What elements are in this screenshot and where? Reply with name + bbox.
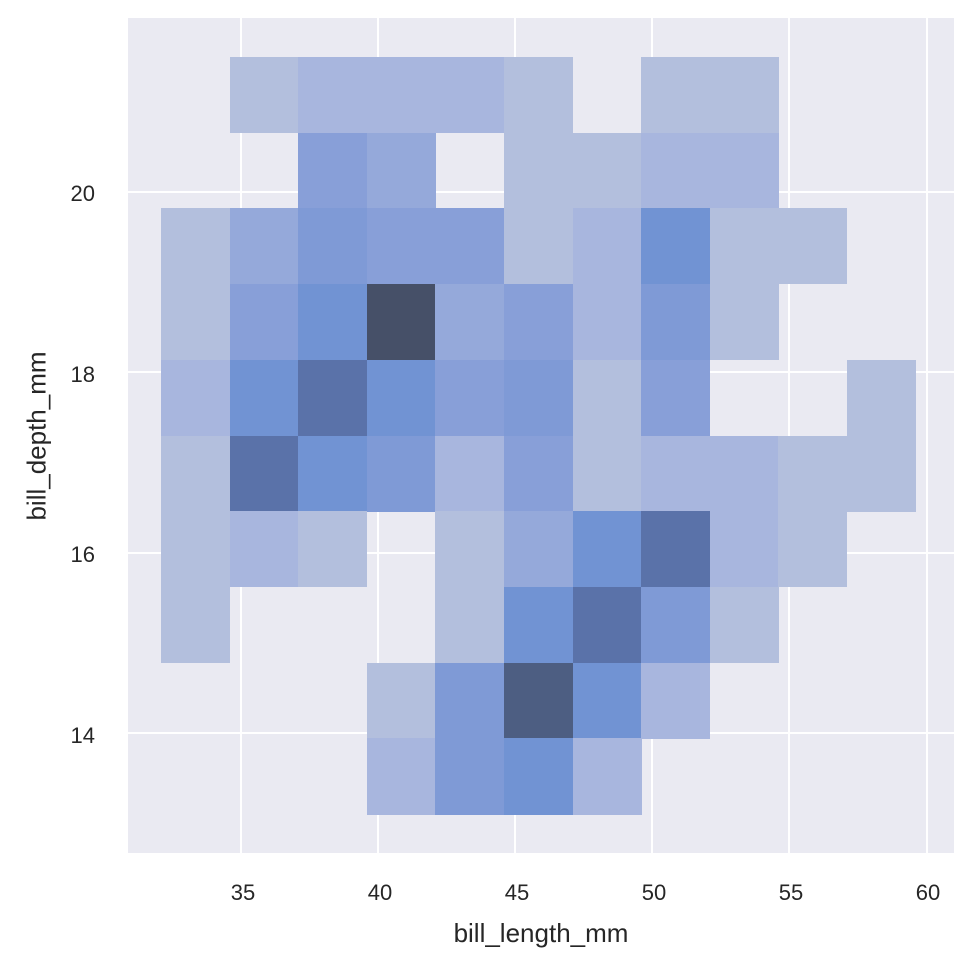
histogram-bin: [709, 56, 779, 133]
histogram-bin: [709, 208, 779, 285]
histogram-bin: [366, 435, 436, 512]
histogram-bin: [229, 56, 299, 133]
histogram-bin: [778, 511, 848, 588]
histogram-bin: [572, 511, 642, 588]
histogram-bin: [298, 208, 368, 285]
histogram-bin: [641, 511, 711, 588]
histogram-bin: [366, 738, 436, 815]
histogram-bin: [298, 284, 368, 361]
histogram-bin: [366, 132, 436, 209]
histogram-bin: [503, 56, 574, 133]
histogram-bin: [709, 132, 779, 209]
histogram-bin: [366, 662, 436, 739]
histogram-bin: [160, 208, 231, 285]
histogram-bin: [160, 359, 231, 436]
x-tick-label: 50: [641, 880, 667, 905]
histogram-bin: [572, 738, 642, 815]
histogram-bin: [503, 435, 574, 512]
histogram-bin: [709, 435, 779, 512]
histogram-bin: [503, 511, 574, 588]
histogram-bin: [435, 586, 505, 664]
histogram-bin: [160, 435, 231, 512]
x-tick-label: 40: [367, 880, 393, 905]
histogram-bin: [641, 662, 711, 739]
histogram-bin: [435, 284, 505, 361]
histogram-bin: [229, 511, 299, 588]
histogram-bin: [572, 435, 642, 512]
x-axis-label: bill_length_mm: [453, 918, 629, 948]
histogram-bin: [229, 284, 299, 361]
histogram-bin: [572, 359, 642, 436]
histogram-bin: [503, 738, 574, 815]
histogram-bin: [641, 208, 711, 285]
histogram-bin: [298, 56, 368, 133]
histogram-bin: [503, 662, 574, 739]
histogram-bin: [435, 56, 505, 133]
x-tick-label: 60: [915, 880, 941, 905]
histogram-bin: [503, 208, 574, 285]
plot-area: [128, 18, 954, 853]
histogram-bin: [503, 132, 574, 209]
histogram-bin: [298, 359, 368, 436]
histogram-bin: [846, 359, 917, 436]
histogram-bin: [572, 284, 642, 361]
histogram-bin: [229, 359, 299, 436]
histogram-bin: [229, 435, 299, 512]
histogram-bin: [641, 435, 711, 512]
histogram-bin: [572, 586, 642, 664]
histogram-bin: [641, 56, 711, 133]
y-tick-label: 16: [70, 542, 95, 567]
histogram-bin: [298, 132, 368, 209]
histogram-bin: [503, 284, 574, 361]
histogram-bin: [572, 662, 642, 739]
histogram-bin: [435, 208, 505, 285]
histogram-bin: [709, 284, 779, 361]
y-tick-label: 20: [70, 181, 95, 206]
x-gridline: [925, 18, 928, 853]
histogram-bin: [503, 586, 574, 664]
histogram-bin: [709, 511, 779, 588]
histogram-bin: [641, 284, 711, 361]
histogram-bin: [435, 359, 505, 436]
histogram-bin: [435, 738, 505, 815]
x-tick-label: 35: [230, 880, 256, 905]
histogram-bin: [641, 586, 711, 664]
y-axis-label: bill_depth_mm: [21, 351, 52, 521]
x-tick-label: 55: [778, 880, 804, 905]
y-tick-label: 14: [70, 723, 95, 748]
y-tick-label: 18: [70, 362, 95, 387]
histogram-bin: [366, 208, 436, 285]
histogram-bin: [572, 208, 642, 285]
x-tick-label: 45: [504, 880, 530, 905]
histogram-bin: [160, 586, 231, 664]
histogram-bin: [366, 359, 436, 436]
histogram-bin: [846, 435, 917, 512]
histogram-bin: [435, 662, 505, 739]
histogram-bin: [298, 511, 368, 588]
histogram-bin: [298, 435, 368, 512]
histogram-bin: [435, 511, 505, 588]
histogram-bin: [641, 359, 711, 436]
histogram-bin: [435, 435, 505, 512]
histogram-bin: [641, 132, 711, 209]
histogram-bin: [160, 511, 231, 588]
histogram-bin: [778, 435, 848, 512]
histogram-bin: [709, 586, 779, 664]
histogram-bin: [366, 56, 436, 133]
histogram-bin: [229, 208, 299, 285]
histogram-bin: [572, 132, 642, 209]
histogram-bin: [366, 284, 436, 361]
histogram-bin: [160, 284, 231, 361]
histogram-bin: [503, 359, 574, 436]
histogram-bin: [778, 208, 848, 285]
